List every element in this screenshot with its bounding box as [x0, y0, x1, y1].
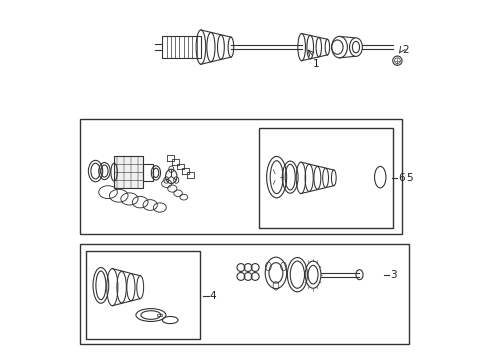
Bar	[85, 251, 200, 339]
Text: 2: 2	[402, 45, 408, 55]
Bar	[114, 157, 143, 188]
Bar	[143, 163, 152, 181]
Bar	[80, 244, 408, 344]
Bar	[80, 119, 401, 234]
Text: 5: 5	[405, 173, 412, 183]
Text: 4: 4	[209, 291, 216, 301]
Bar	[157, 314, 162, 316]
Text: 6: 6	[398, 173, 404, 183]
Bar	[258, 128, 392, 228]
Text: 3: 3	[389, 270, 396, 280]
Text: 1: 1	[312, 59, 319, 69]
Bar	[162, 36, 201, 58]
